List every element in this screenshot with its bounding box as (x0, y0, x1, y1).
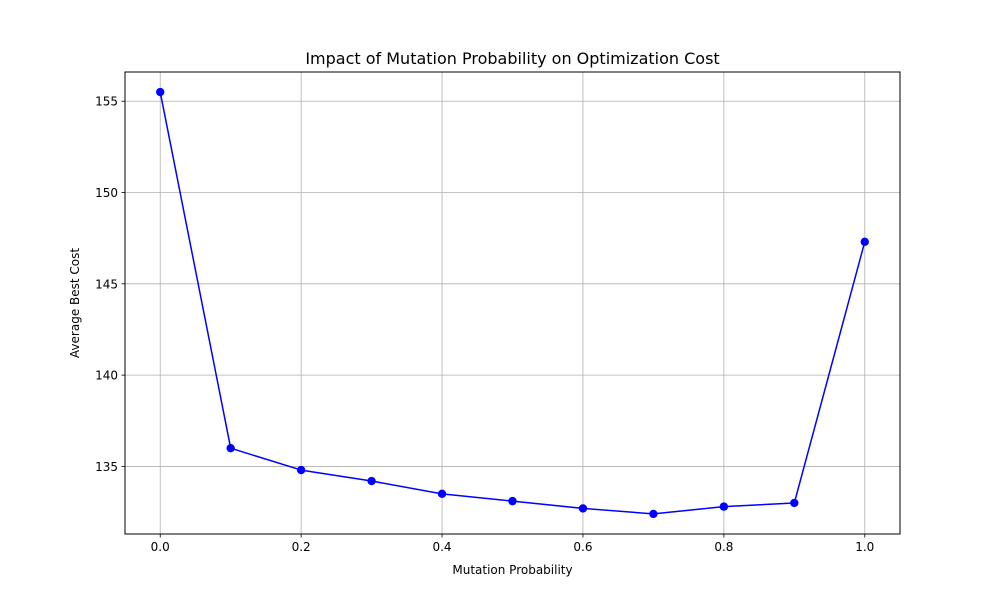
data-point (790, 498, 799, 508)
x-tick-label: 0.8 (714, 540, 733, 554)
x-tick-label: 0.2 (292, 540, 311, 554)
data-point (719, 502, 729, 511)
y-tick-label: 135 (95, 460, 118, 474)
y-tick-label: 150 (95, 186, 118, 200)
x-axis-title: Mutation Probability (452, 563, 572, 577)
y-tick-label: 155 (95, 95, 118, 109)
data-point (226, 443, 235, 453)
data-points (156, 87, 869, 519)
grid (125, 72, 900, 534)
x-axis-ticks: 0.0 0.2 0.4 0.6 0.8 1.0 (151, 534, 874, 554)
y-tick-label: 145 (95, 277, 118, 291)
data-point (156, 87, 165, 97)
x-tick-label: 1.0 (855, 540, 874, 554)
x-tick-label: 0.0 (151, 540, 170, 554)
y-tick-label: 140 (95, 369, 118, 383)
y-axis-ticks: 135 140 145 150 155 (95, 95, 125, 474)
y-axis-title: Average Best Cost (68, 248, 82, 358)
plot-area-frame (124, 71, 901, 535)
data-point (367, 476, 376, 486)
x-tick-label: 0.4 (432, 540, 451, 554)
data-point (437, 489, 447, 499)
data-point (649, 509, 658, 519)
chart-title: Impact of Mutation Probability on Optimi… (305, 49, 719, 68)
data-point (578, 504, 588, 513)
data-point (508, 496, 517, 506)
data-point (296, 465, 306, 475)
data-point (860, 237, 869, 247)
x-tick-label: 0.6 (573, 540, 592, 554)
